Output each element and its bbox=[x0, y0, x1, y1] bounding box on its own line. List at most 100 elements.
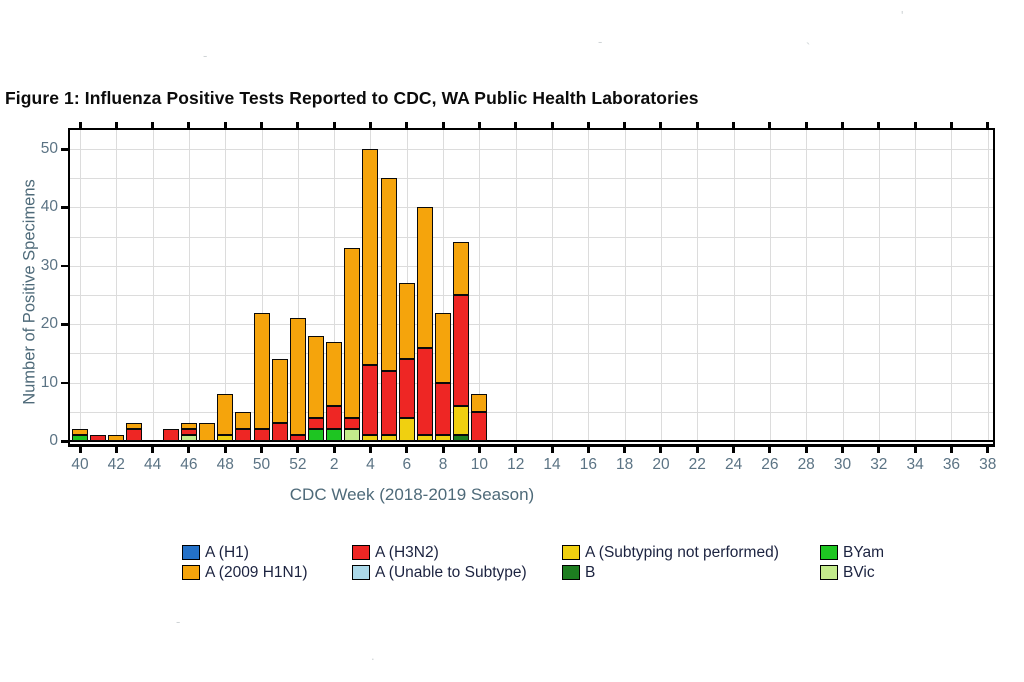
bar-week-9-segment-a-2009-h1n1 bbox=[453, 242, 470, 295]
gridline-horizontal bbox=[70, 207, 993, 209]
y-tick bbox=[61, 323, 68, 326]
figure-title: Figure 1: Influenza Positive Tests Repor… bbox=[5, 88, 699, 108]
scan-artifact: ' bbox=[901, 8, 904, 23]
x-tick-top bbox=[659, 122, 663, 128]
x-tick-label: 8 bbox=[438, 456, 448, 473]
x-tick-top bbox=[804, 122, 808, 128]
x-tick-label: 52 bbox=[289, 456, 307, 473]
scan-artifact: - bbox=[598, 34, 603, 49]
x-tick-top bbox=[732, 122, 736, 128]
legend-swatch-a-unable-to-subtype bbox=[352, 565, 370, 580]
x-tick-top bbox=[913, 122, 917, 128]
x-tick-top bbox=[368, 122, 372, 128]
plot-inner bbox=[70, 130, 993, 444]
bar-week-46-segment-bvic bbox=[180, 435, 197, 441]
x-tick-top bbox=[223, 122, 227, 128]
bar-week-6-segment-a-h3n2 bbox=[398, 359, 415, 418]
x-tick-bottom bbox=[949, 447, 953, 453]
x-tick-bottom bbox=[841, 447, 844, 453]
bar-week-9-segment-b bbox=[453, 435, 470, 441]
x-tick-top bbox=[114, 122, 118, 128]
gridline-vertical bbox=[660, 130, 662, 441]
x-tick-top bbox=[877, 122, 881, 128]
scan-artifact: - bbox=[176, 614, 181, 629]
bar-week-40-segment-a-2009-h1n1 bbox=[72, 429, 88, 436]
legend-label-b: B bbox=[585, 564, 596, 581]
y-tick-label: 0 bbox=[49, 432, 58, 449]
gridline-horizontal bbox=[70, 236, 993, 238]
bar-week-8-segment-a-subtyping-not-performed bbox=[435, 435, 452, 441]
x-tick-label: 26 bbox=[761, 456, 779, 473]
bar-week-3-segment-a-h3n2 bbox=[344, 417, 361, 430]
x-tick-label: 42 bbox=[107, 456, 125, 473]
x-tick-label: 24 bbox=[724, 456, 743, 473]
bar-week-51-segment-a-h3n2 bbox=[271, 423, 288, 441]
x-tick-bottom bbox=[296, 447, 300, 453]
x-tick-label: 12 bbox=[507, 456, 525, 473]
x-tick-label: 2 bbox=[329, 456, 339, 473]
gridline-vertical bbox=[443, 130, 445, 441]
y-tick-label: 40 bbox=[40, 198, 58, 216]
x-tick-bottom bbox=[114, 447, 118, 453]
bar-week-7-segment-a-2009-h1n1 bbox=[416, 207, 433, 348]
legend-swatch-a-h3n2 bbox=[352, 545, 370, 560]
chart-plot-area bbox=[68, 128, 995, 447]
x-tick-bottom bbox=[151, 447, 155, 453]
x-tick-top bbox=[296, 122, 300, 128]
gridline-vertical bbox=[80, 130, 81, 441]
bar-week-43-segment-a-h3n2 bbox=[126, 429, 143, 441]
x-tick-label: 16 bbox=[579, 456, 597, 473]
bar-week-47-segment-a-2009-h1n1 bbox=[199, 423, 216, 441]
x-tick-label: 32 bbox=[870, 456, 888, 473]
x-tick-top bbox=[332, 122, 336, 128]
gridline-vertical bbox=[697, 130, 699, 441]
x-tick-top bbox=[768, 122, 772, 128]
bar-week-42-segment-a-2009-h1n1 bbox=[108, 435, 125, 441]
x-tick-bottom bbox=[732, 447, 736, 453]
x-tick-top bbox=[586, 122, 590, 128]
y-tick bbox=[61, 264, 68, 268]
x-tick-top bbox=[695, 122, 699, 128]
bar-week-2-segment-a-2009-h1n1 bbox=[326, 341, 343, 406]
x-axis-title: CDC Week (2018-2019 Season) bbox=[289, 485, 535, 504]
x-tick-bottom bbox=[768, 447, 772, 453]
bar-week-48-segment-a-2009-h1n1 bbox=[217, 394, 234, 436]
bar-week-45-segment-a-h3n2 bbox=[162, 429, 179, 441]
legend-swatch-a-subtyping-not-performed bbox=[562, 545, 580, 560]
gridline-vertical bbox=[915, 130, 917, 441]
x-tick-bottom bbox=[550, 447, 554, 453]
bar-week-10-segment-a-2009-h1n1 bbox=[471, 394, 488, 412]
x-tick-top bbox=[187, 122, 191, 128]
bar-week-5-segment-a-2009-h1n1 bbox=[380, 178, 397, 371]
x-tick-bottom bbox=[441, 447, 445, 453]
x-tick-top bbox=[841, 122, 844, 128]
gridline-vertical bbox=[624, 130, 626, 441]
x-tick-label: 20 bbox=[652, 456, 670, 473]
gridline-vertical bbox=[806, 130, 808, 441]
x-tick-label: 46 bbox=[180, 456, 198, 473]
gridline-vertical bbox=[878, 130, 880, 441]
bar-week-5-segment-a-h3n2 bbox=[380, 370, 397, 436]
gridline-vertical bbox=[515, 130, 517, 441]
legend-label-a-h1: A (H1) bbox=[205, 544, 249, 561]
x-tick-bottom bbox=[332, 447, 336, 453]
zero-baseline bbox=[70, 440, 993, 442]
x-tick-bottom bbox=[187, 447, 191, 453]
y-tick-label: 50 bbox=[40, 140, 58, 157]
x-tick-label: 34 bbox=[906, 456, 924, 473]
bar-week-49-segment-a-2009-h1n1 bbox=[235, 411, 252, 430]
x-tick-bottom bbox=[659, 447, 663, 453]
gridline-horizontal bbox=[70, 411, 993, 413]
gridline-vertical bbox=[297, 130, 299, 441]
legend-label-a-subtyping-not-performed: A (Subtyping not performed) bbox=[585, 544, 779, 561]
bar-week-52-segment-a-2009-h1n1 bbox=[289, 318, 306, 436]
x-tick-bottom bbox=[913, 447, 917, 453]
x-tick-bottom bbox=[223, 447, 227, 453]
x-tick-label: 50 bbox=[252, 456, 271, 473]
y-tick bbox=[61, 381, 68, 385]
legend-label-byam: BYam bbox=[843, 544, 885, 561]
bar-week-1-segment-a-h3n2 bbox=[308, 417, 324, 430]
y-tick bbox=[61, 206, 68, 209]
bar-week-7-segment-a-h3n2 bbox=[416, 347, 433, 436]
